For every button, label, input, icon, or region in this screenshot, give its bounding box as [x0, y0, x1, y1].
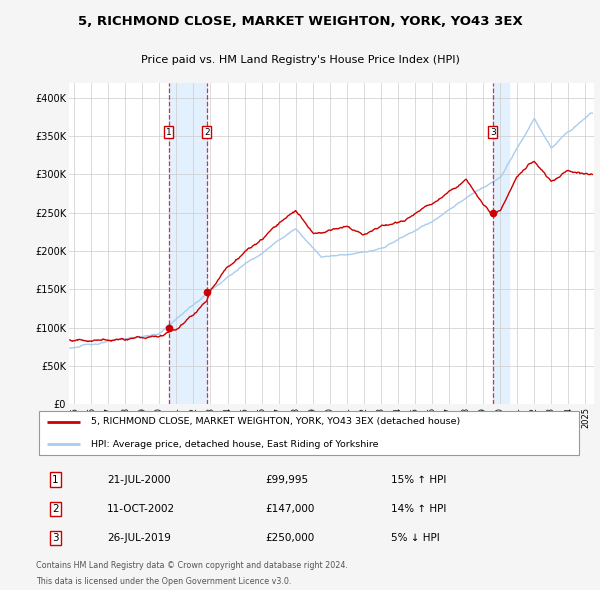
- FancyBboxPatch shape: [39, 411, 579, 455]
- Bar: [493, 83, 509, 404]
- Text: 15% ↑ HPI: 15% ↑ HPI: [391, 475, 446, 484]
- Text: 5, RICHMOND CLOSE, MARKET WEIGHTON, YORK, YO43 3EX (detached house): 5, RICHMOND CLOSE, MARKET WEIGHTON, YORK…: [91, 418, 460, 427]
- Text: £250,000: £250,000: [265, 533, 314, 543]
- Text: 5, RICHMOND CLOSE, MARKET WEIGHTON, YORK, YO43 3EX: 5, RICHMOND CLOSE, MARKET WEIGHTON, YORK…: [77, 15, 523, 28]
- Text: 2: 2: [204, 128, 209, 137]
- Text: Price paid vs. HM Land Registry's House Price Index (HPI): Price paid vs. HM Land Registry's House …: [140, 55, 460, 65]
- Text: 1: 1: [52, 475, 58, 484]
- Text: 3: 3: [52, 533, 58, 543]
- Text: 3: 3: [490, 128, 496, 137]
- Text: 26-JUL-2019: 26-JUL-2019: [107, 533, 171, 543]
- Text: 1: 1: [166, 128, 172, 137]
- Text: £147,000: £147,000: [265, 504, 314, 514]
- Text: Contains HM Land Registry data © Crown copyright and database right 2024.: Contains HM Land Registry data © Crown c…: [36, 561, 348, 570]
- Text: 11-OCT-2002: 11-OCT-2002: [107, 504, 175, 514]
- Text: £99,995: £99,995: [265, 475, 308, 484]
- Text: 21-JUL-2000: 21-JUL-2000: [107, 475, 170, 484]
- Text: This data is licensed under the Open Government Licence v3.0.: This data is licensed under the Open Gov…: [36, 578, 292, 586]
- Text: 14% ↑ HPI: 14% ↑ HPI: [391, 504, 446, 514]
- Text: 2: 2: [52, 504, 58, 514]
- Text: 5% ↓ HPI: 5% ↓ HPI: [391, 533, 440, 543]
- Bar: [169, 83, 207, 404]
- Text: HPI: Average price, detached house, East Riding of Yorkshire: HPI: Average price, detached house, East…: [91, 440, 378, 448]
